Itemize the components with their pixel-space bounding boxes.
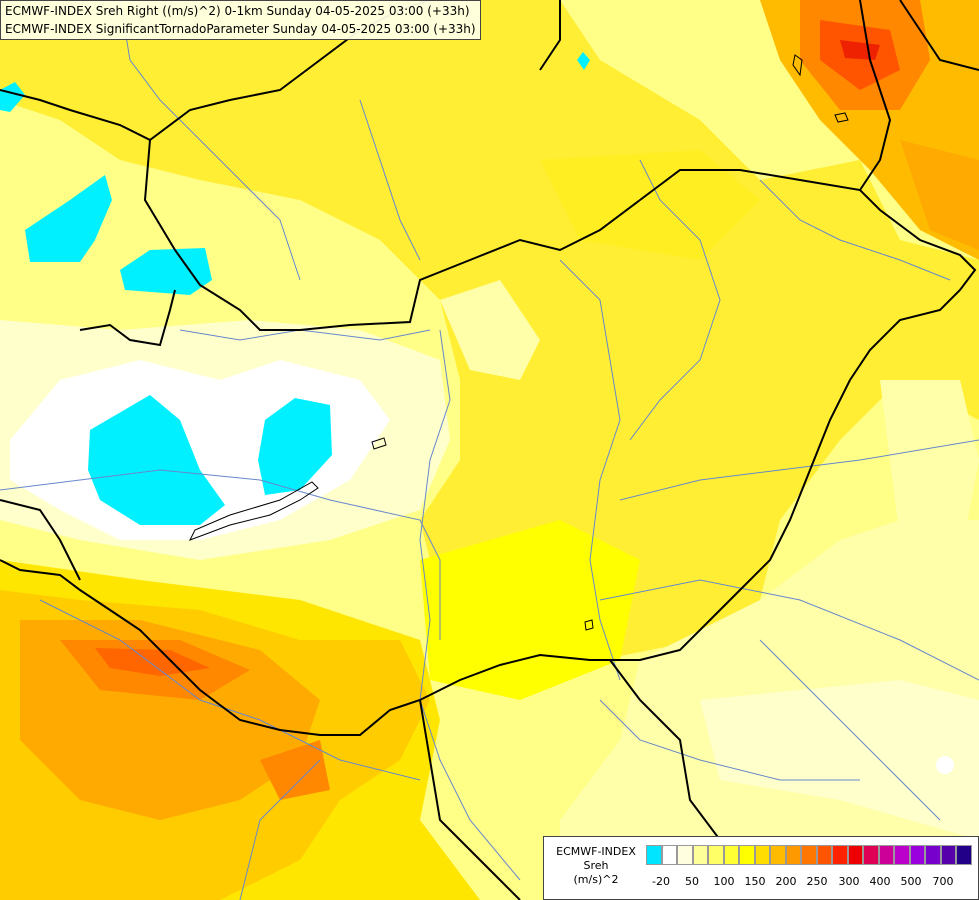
legend-tick-label: 150 <box>744 875 766 888</box>
legend-swatch <box>816 845 832 865</box>
legend-title: ECMWF-INDEX Sreh (m/s)^2 <box>548 845 644 887</box>
legend-swatch <box>878 845 894 865</box>
legend-swatch <box>863 845 879 865</box>
field-cyan <box>0 52 590 525</box>
legend-variable: Sreh <box>583 859 609 872</box>
legend-tick-label: 250 <box>806 875 828 888</box>
legend-tick-label: -20 <box>652 875 670 888</box>
legend-swatch <box>832 845 848 865</box>
legend-swatch <box>770 845 786 865</box>
legend-swatch <box>677 845 693 865</box>
legend-tick-label: 200 <box>775 875 797 888</box>
legend-swatch <box>801 845 817 865</box>
legend-swatch <box>646 845 662 865</box>
legend-source: ECMWF-INDEX <box>556 845 636 858</box>
title-line-1: ECMWF-INDEX Sreh Right ((m/s)^2) 0-1km S… <box>5 4 470 18</box>
legend-tick-label: 700 <box>932 875 954 888</box>
legend-swatch <box>894 845 910 865</box>
legend-swatch <box>708 845 724 865</box>
legend-swatch <box>940 845 956 865</box>
legend-tick-label: 50 <box>685 875 699 888</box>
color-legend: ECMWF-INDEX Sreh (m/s)^2 -20 50 100 150 200 2… <box>543 836 979 900</box>
legend-swatch <box>785 845 801 865</box>
legend-swatch <box>925 845 941 865</box>
legend-swatch <box>754 845 770 865</box>
legend-tick-label: 400 <box>869 875 891 888</box>
legend-unit: (m/s)^2 <box>573 873 619 886</box>
legend-tick-label: 300 <box>838 875 860 888</box>
legend-swatch <box>847 845 863 865</box>
legend-swatch <box>909 845 925 865</box>
legend-tick-label: 500 <box>900 875 922 888</box>
legend-swatch <box>739 845 755 865</box>
lakes <box>188 54 849 631</box>
legend-swatch <box>723 845 739 865</box>
legend-swatch <box>692 845 708 865</box>
legend-tick-label: 100 <box>713 875 735 888</box>
map-title-box: ECMWF-INDEX Sreh Right ((m/s)^2) 0-1km S… <box>0 0 481 40</box>
legend-swatch <box>661 845 677 865</box>
legend-swatch <box>956 845 972 865</box>
title-line-2: ECMWF-INDEX SignificantTornadoParameter … <box>5 22 476 36</box>
legend-ticks: -20 50 100 150 200 250 300 400 500 700 <box>646 875 971 891</box>
legend-swatches <box>646 845 972 865</box>
